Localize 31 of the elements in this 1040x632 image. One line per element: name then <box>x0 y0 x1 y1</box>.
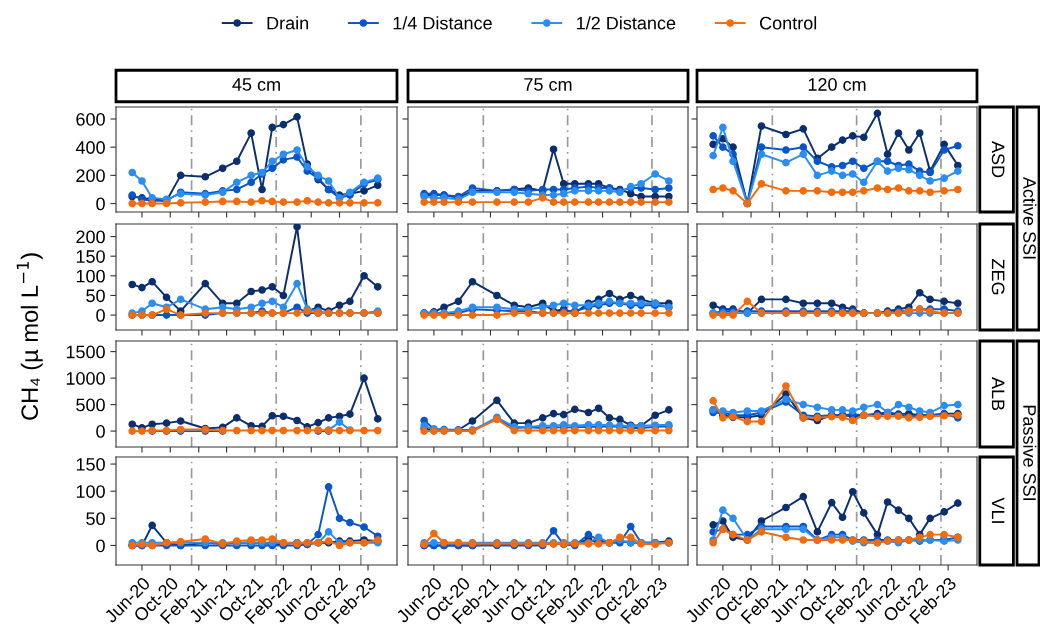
y-tick-label: 0 <box>96 309 105 322</box>
y-tick-label: 0 <box>96 539 105 553</box>
y-axis-title: CH₄ (µ mol L$^{−1}$) <box>16 253 43 420</box>
y-tick-label: 100 <box>76 269 105 283</box>
y-tick-label: 100 <box>76 485 105 498</box>
y-tick-label: 500 <box>76 398 105 412</box>
y-tick-label: 600 <box>76 112 105 126</box>
y-tick-label: 50 <box>86 289 105 303</box>
chart-title: 75 cm <box>524 78 572 91</box>
legend-label: Control <box>760 16 817 30</box>
y-tick-label: 200 <box>76 230 105 244</box>
y-tick-label: 0 <box>96 425 105 438</box>
y-tick-label: 1500 <box>66 345 105 359</box>
y-tick-label: 50 <box>86 512 105 526</box>
text: ALB <box>991 376 1005 411</box>
text: Active SSI <box>1023 176 1037 259</box>
chart-title: 120 cm <box>808 78 866 91</box>
y-tick-label: 0 <box>96 197 105 211</box>
y-tick-label: 150 <box>76 457 105 471</box>
y-tick-label: 400 <box>75 141 105 154</box>
chart-title: 45 cm <box>232 78 280 91</box>
text: VLI <box>991 497 1005 523</box>
y-tick-label: 150 <box>76 250 105 263</box>
legend-label: Drain <box>267 16 309 30</box>
legend-label: 1/4 Distance <box>393 16 492 30</box>
text: ASD <box>991 140 1005 178</box>
text: Passive SSI <box>1023 405 1037 501</box>
text: ZEG <box>991 259 1005 295</box>
y-tick-label: 1000 <box>66 372 105 385</box>
y-tick-label: 200 <box>76 169 105 183</box>
legend-label: 1/2 Distance <box>577 16 676 30</box>
